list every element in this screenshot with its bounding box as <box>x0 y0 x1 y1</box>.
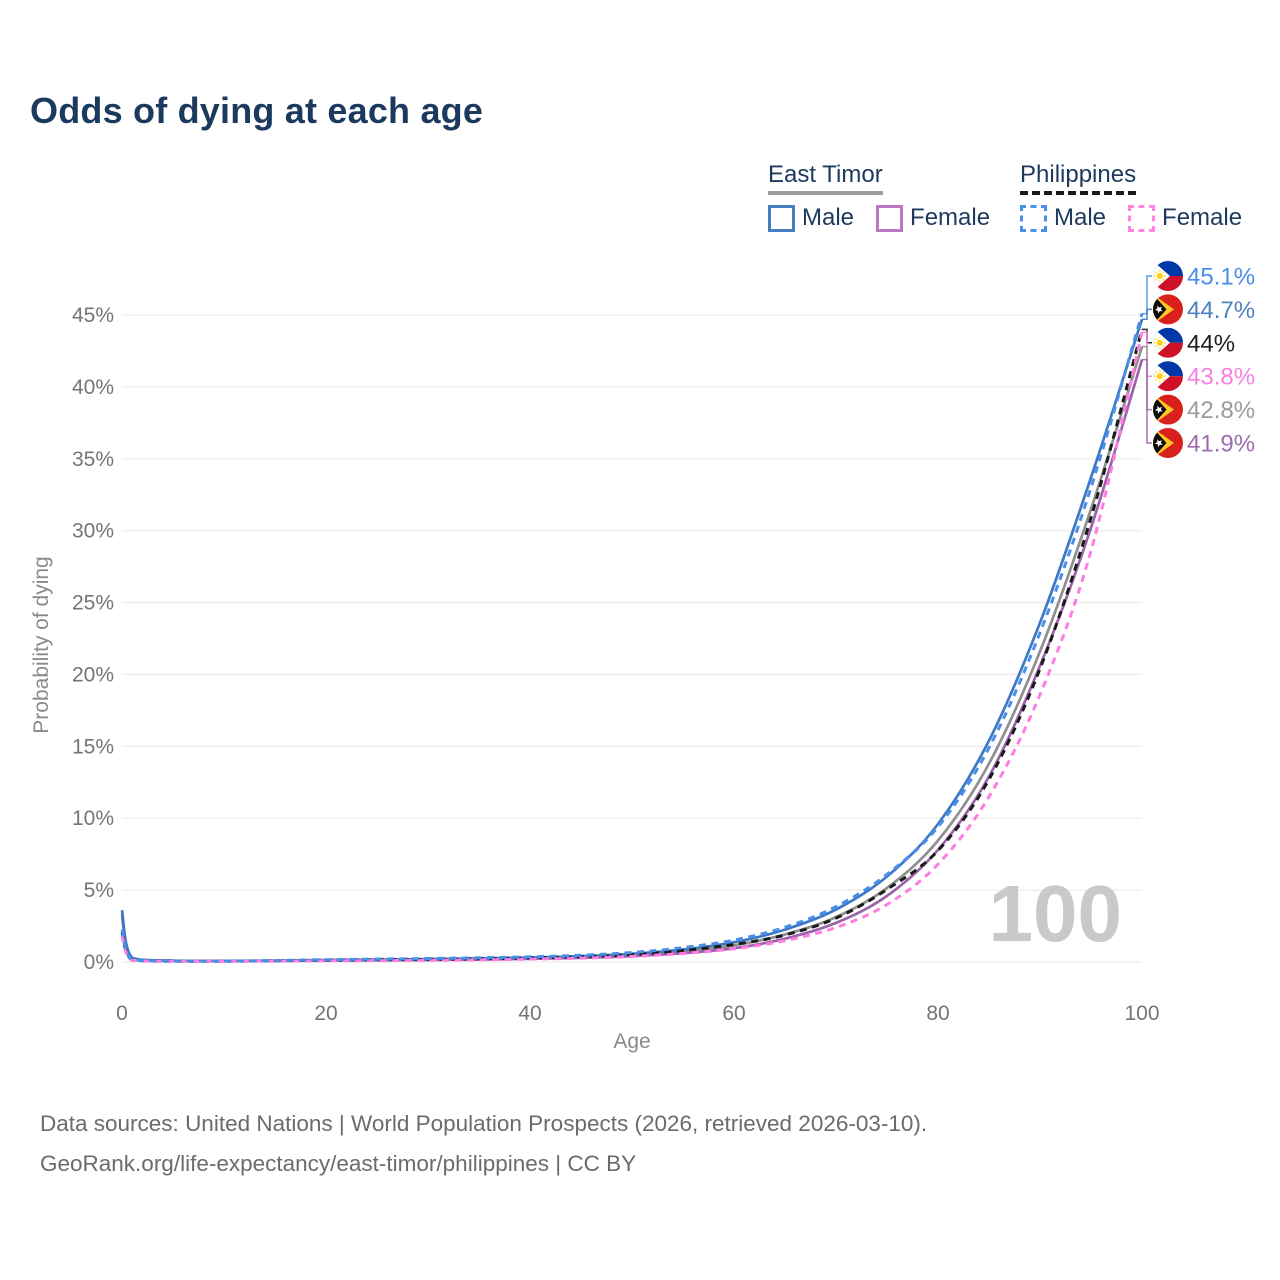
end-value-label: 43.8% <box>1187 364 1255 391</box>
legend-item-east-timor-male[interactable]: Male <box>768 204 854 232</box>
y-tick-label: 25% <box>72 592 114 615</box>
page-title: Odds of dying at each age <box>30 90 484 131</box>
x-tick-label: 100 <box>1124 1002 1159 1025</box>
legend-item-east-timor-female[interactable]: Female <box>876 204 990 232</box>
x-tick-label: 60 <box>722 1002 745 1025</box>
philippines-female-swatch-icon <box>1128 204 1156 232</box>
legend-label: Male <box>1054 204 1107 232</box>
y-tick-label: 20% <box>72 663 114 686</box>
philippines-flag-icon <box>1153 327 1183 358</box>
y-tick-label: 10% <box>72 807 114 830</box>
y-tick-label: 0% <box>84 951 114 974</box>
end-value-label: 41.9% <box>1187 431 1255 458</box>
x-axis-label: Age <box>613 1030 650 1053</box>
end-value-label: 42.8% <box>1187 397 1255 424</box>
y-axis-label: Probability of dying <box>30 556 53 733</box>
y-tick-label: 5% <box>84 879 114 902</box>
x-tick-label: 80 <box>926 1002 949 1025</box>
x-tick-label: 0 <box>116 1002 128 1025</box>
legend-item-philippines-female[interactable]: Female <box>1128 204 1242 232</box>
legend-label: Female <box>1162 204 1243 232</box>
x-tick-label: 40 <box>518 1002 541 1025</box>
legend-item-philippines-male[interactable]: Male <box>1020 204 1106 232</box>
east-timor-female-swatch-icon <box>876 204 904 232</box>
philippines-male-swatch-icon <box>1020 204 1047 232</box>
y-tick-label: 15% <box>72 735 114 758</box>
end-value-label: 45.1% <box>1187 264 1255 291</box>
legend-header-east-timor: East Timor <box>768 161 883 196</box>
philippines-flag-icon <box>1153 261 1183 291</box>
legend-label: Female <box>910 204 991 232</box>
end-value-label: 44% <box>1187 330 1235 357</box>
end-value-label: 44.7% <box>1187 297 1255 324</box>
end-label-connector <box>1142 308 1152 321</box>
east-timor-flag-icon <box>1153 428 1183 458</box>
legend-east-timor: East Timor Male Female <box>768 161 990 232</box>
legend-label: Male <box>802 204 855 232</box>
y-tick-label: 45% <box>72 304 114 327</box>
philippines-flag-icon <box>1153 361 1183 392</box>
data-sources-line2: GeoRank.org/life-expectancy/east-timor/p… <box>40 1151 637 1176</box>
y-tick-label: 35% <box>72 448 114 471</box>
y-tick-label: 30% <box>72 520 114 543</box>
end-label-connector <box>1142 358 1152 444</box>
data-sources: Data sources: United Nations | World Pop… <box>40 1104 927 1184</box>
data-sources-line1: Data sources: United Nations | World Pop… <box>40 1111 928 1136</box>
east-timor-flag-icon <box>1153 294 1183 325</box>
age-indicator: 100 <box>989 869 1122 958</box>
legend-philippines: Philippines Male Female <box>1020 161 1242 232</box>
plot-area[interactable] <box>122 260 1142 962</box>
y-tick-label: 40% <box>72 376 114 399</box>
x-tick-label: 20 <box>314 1002 337 1025</box>
east-timor-male-swatch-icon <box>768 204 795 232</box>
legend-header-philippines: Philippines <box>1020 161 1137 196</box>
east-timor-flag-icon <box>1153 394 1183 425</box>
series-line-philippines-male[interactable] <box>120 313 1144 963</box>
end-label-connector <box>1142 275 1152 315</box>
